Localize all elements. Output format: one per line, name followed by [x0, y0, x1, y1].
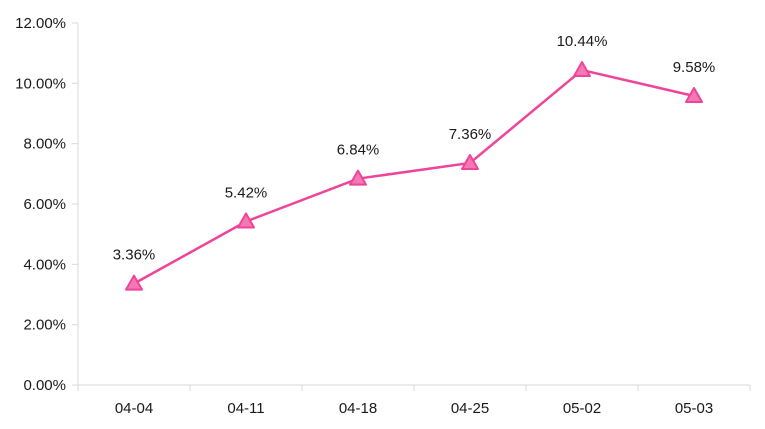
data-label: 9.58%	[673, 59, 716, 76]
data-label: 3.36%	[113, 247, 156, 264]
x-tick-label: 05-03	[675, 400, 713, 417]
data-label: 6.84%	[337, 142, 380, 159]
y-tick-label: 8.00%	[23, 136, 66, 153]
y-tick-label: 4.00%	[23, 256, 66, 273]
x-axis-ticks: 04-04 04-11 04-18 04-25 05-02 05-03	[77, 385, 751, 417]
data-label: 7.36%	[449, 126, 492, 143]
data-point-marker	[125, 274, 143, 291]
y-tick-label: 0.00%	[23, 377, 66, 394]
y-axis-ticks: 0.00% 2.00% 4.00% 6.00% 8.00% 10.00% 12.00%	[15, 15, 78, 394]
data-point-marker	[237, 212, 255, 229]
y-tick-label: 6.00%	[23, 196, 66, 213]
y-tick-label: 10.00%	[15, 75, 66, 92]
data-point-marker	[461, 153, 479, 170]
data-label: 5.42%	[225, 184, 268, 201]
y-tick-label: 2.00%	[23, 317, 66, 334]
data-point-marker	[685, 87, 703, 104]
data-point-marker	[573, 61, 591, 78]
x-tick-label: 04-18	[339, 400, 377, 417]
data-label: 10.44%	[557, 33, 608, 50]
x-tick-label: 04-11	[227, 400, 264, 417]
x-tick-label: 04-25	[451, 400, 489, 417]
data-labels: 3.36% 5.42% 6.84% 7.36% 10.44% 9.58%	[113, 33, 716, 264]
x-tick-label: 05-02	[563, 400, 601, 417]
x-tick-label: 04-04	[115, 400, 153, 417]
series-line	[133, 68, 695, 285]
y-tick-label: 12.00%	[15, 15, 66, 32]
data-point-marker	[349, 169, 367, 186]
series-markers	[125, 61, 703, 291]
